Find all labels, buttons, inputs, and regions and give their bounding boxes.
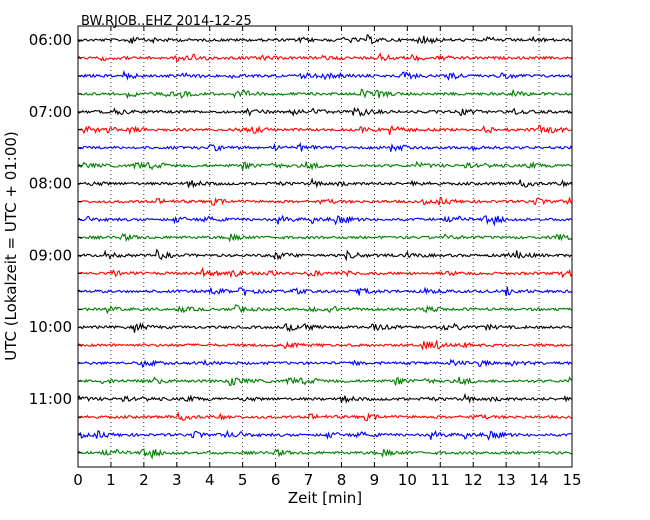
- trace-line: [77, 34, 572, 45]
- x-tick-label: 14: [530, 471, 549, 489]
- trace-line: [77, 376, 573, 387]
- y-tick-label: 07:00: [29, 103, 72, 121]
- chart-title: BW.RJOB..EHZ 2014-12-25: [81, 14, 252, 29]
- trace-line: [77, 88, 573, 100]
- trace-line: [77, 69, 573, 81]
- x-axis-label: Zeit [min]: [288, 489, 362, 507]
- y-axis-label: UTC (Lokalzeit = UTC + 01:00): [2, 131, 20, 361]
- trace-line: [77, 358, 573, 369]
- x-tick-label: 6: [271, 471, 281, 489]
- trace-lines: [77, 34, 573, 460]
- trace-line: [77, 340, 573, 351]
- trace-line: [77, 304, 573, 315]
- x-tick-label: 3: [172, 471, 182, 489]
- x-tick-label: 1: [106, 471, 116, 489]
- trace-line: [77, 214, 573, 227]
- x-tick-label: 8: [337, 471, 347, 489]
- trace-line: [77, 124, 573, 136]
- trace-line: [77, 429, 573, 441]
- vertical-gridlines: [110, 26, 540, 467]
- x-tick-label: 11: [431, 471, 450, 489]
- x-tick-label: 2: [139, 471, 149, 489]
- y-tick-label: 08:00: [29, 175, 72, 193]
- y-tick-label: 06:00: [29, 31, 72, 49]
- x-axis-ticks: 0 1 2 3 4 5 6 7 8 9 10 11 12 13 14 15: [73, 26, 582, 489]
- plot-frame: [77, 25, 573, 468]
- trace-line: [77, 196, 573, 206]
- y-tick-label: 10:00: [29, 318, 72, 336]
- trace-line: [77, 448, 573, 460]
- x-tick-label: 10: [398, 471, 417, 489]
- trace-line: [77, 321, 573, 333]
- trace-line: [77, 160, 573, 171]
- trace-line: [77, 106, 573, 118]
- trace-line: [77, 52, 573, 63]
- x-tick-label: 0: [73, 471, 83, 489]
- y-tick-label: 11:00: [29, 390, 72, 408]
- trace-line: [77, 286, 573, 297]
- x-tick-label: 15: [562, 471, 581, 489]
- x-tick-label: 12: [464, 471, 483, 489]
- x-tick-label: 5: [238, 471, 248, 489]
- trace-line: [77, 410, 573, 422]
- trace-line: [77, 177, 573, 189]
- trace-line: [77, 141, 573, 153]
- x-tick-label: 4: [205, 471, 215, 489]
- trace-line: [77, 232, 573, 243]
- y-tick-label: 09:00: [29, 246, 72, 264]
- x-tick-label: 7: [304, 471, 314, 489]
- x-tick-label: 9: [370, 471, 380, 489]
- trace-line: [77, 266, 573, 279]
- trace-line: [78, 248, 573, 262]
- x-tick-label: 13: [497, 471, 516, 489]
- y-axis-ticks: 06:00 07:00 08:00 09:00 10:00 11:00: [29, 31, 82, 454]
- trace-line: [77, 392, 573, 404]
